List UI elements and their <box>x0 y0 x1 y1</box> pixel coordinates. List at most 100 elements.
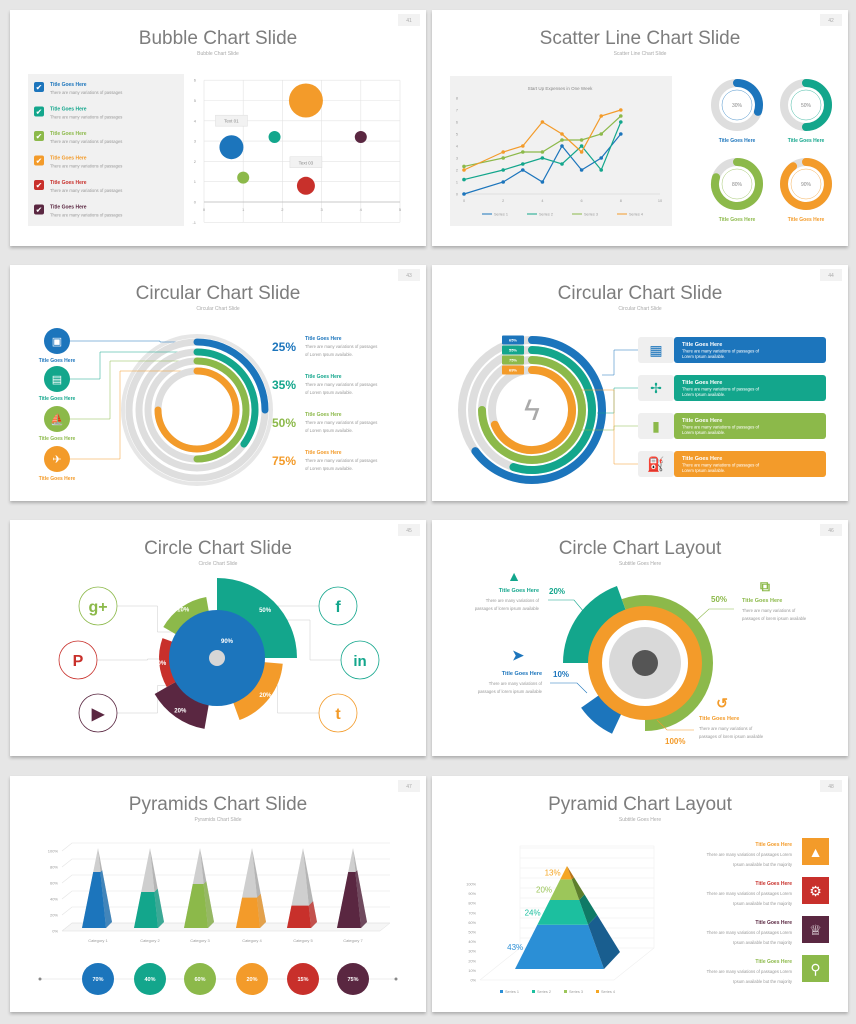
checkbox-icon <box>34 82 44 92</box>
y-tick-label: 50% <box>468 931 476 935</box>
pyramid-bar-side <box>256 893 266 928</box>
check-icon: ✔ <box>36 132 43 141</box>
y-tick-label: 60% <box>468 921 476 925</box>
y-tick-label: 80% <box>468 902 476 906</box>
percent-tag <box>502 335 524 345</box>
legend-swatch <box>564 990 567 993</box>
pyramid-layer-side <box>567 866 574 880</box>
percent-value: 65% <box>509 338 517 343</box>
category-label: Category 4 <box>242 938 262 943</box>
progress-ring <box>193 348 259 448</box>
percent-value: 75% <box>272 454 296 468</box>
legend-panel <box>28 74 184 226</box>
y-tick-label: 20% <box>50 913 58 918</box>
y-tick-label: 6 <box>194 78 197 83</box>
series-point <box>619 120 623 124</box>
series-line <box>463 109 621 171</box>
x-tick-label: 1 <box>242 207 245 212</box>
connector-line <box>70 370 197 460</box>
item-text: There are many variations of passages Lo… <box>707 969 793 974</box>
item-title: Title Goes Here <box>699 716 739 722</box>
segment-value: 20% <box>174 708 187 714</box>
connector-line <box>582 389 638 465</box>
category-label: Category 7 <box>343 938 363 943</box>
info-panel <box>674 375 826 401</box>
slide-pyramid-chart-layout[interactable]: Pyramid Chart Layout Subtitle Goes Here 48… <box>432 776 848 1012</box>
donut-arc <box>733 79 763 116</box>
pyramid-layer-side <box>571 877 585 900</box>
chart-panel <box>450 76 672 226</box>
grid-line <box>61 842 390 852</box>
series-point <box>501 168 505 172</box>
percent-value: 35% <box>272 378 296 392</box>
legend-label: Series 1 <box>505 990 519 994</box>
x-tick-label: 3 <box>320 207 323 212</box>
percent-value: 10% <box>553 670 569 679</box>
slide-title: Circular Chart Slide <box>558 283 723 304</box>
slide-bubble-chart[interactable]: Bubble Chart Slide Bubble Chart Slide 41 ✔ T… <box>10 10 426 246</box>
airplane-icon: ✈ <box>52 454 61 466</box>
series-point <box>521 144 525 148</box>
progress-ring <box>490 366 576 454</box>
connector-line <box>98 605 177 633</box>
x-tick-label: 4 <box>541 199 543 203</box>
checkbox-icon <box>34 180 44 190</box>
slide-subtitle: Circular Chart Slide <box>618 306 662 312</box>
item-text: Ipsum available but the majority <box>733 979 793 984</box>
item-text: There are many variations of passages <box>50 213 122 218</box>
series-point <box>599 114 603 118</box>
bubble-label: Text 01 <box>224 119 239 124</box>
series-point <box>540 150 545 154</box>
item-text: Ipsum available but the majority <box>733 940 793 945</box>
slide-subtitle: Subtitle Goes Here <box>619 561 661 567</box>
slide-circle-chart-layout[interactable]: Circle Chart Layout Subtitle Goes Here 46 ▲… <box>432 520 848 756</box>
series-point <box>521 168 525 172</box>
series-point <box>560 162 564 166</box>
series-point <box>579 150 584 154</box>
slide-circle-chart[interactable]: Circle Chart Slide Circle Chart Slide 45 90… <box>10 520 426 756</box>
value-badge <box>134 963 166 995</box>
bubble-point <box>288 83 323 118</box>
item-text: There are many variations of passages <box>305 382 377 387</box>
pyramid-bar <box>236 897 260 928</box>
series-point <box>521 150 525 154</box>
icon-label: Title Goes Here <box>39 358 76 364</box>
youtube-button <box>78 693 118 733</box>
x-tick-label: 8 <box>620 199 622 203</box>
bus-badge <box>44 328 70 354</box>
legend-swatch <box>532 990 535 993</box>
item-text: Ipsum available but the majority <box>733 862 793 867</box>
icon-box <box>638 451 674 477</box>
percent-tag <box>502 355 524 365</box>
y-tick-label: 100% <box>466 883 476 887</box>
y-tick-label: 6 <box>456 121 458 125</box>
y-tick-label: 1 <box>456 181 458 185</box>
bubble-point <box>219 135 244 160</box>
y-tick-label: 0% <box>471 979 477 983</box>
slide-circular-chart-1[interactable]: Circular Chart Slide Circular Chart Slide… <box>10 265 426 501</box>
series-line <box>463 121 622 181</box>
percent-value: 50% <box>272 416 296 430</box>
checkbox-icon <box>34 106 44 117</box>
item-text: Lorem Ipsum available. <box>682 430 725 435</box>
donut-inner-ring <box>721 89 753 121</box>
grid-line <box>61 874 390 884</box>
item-title: Title Goes Here <box>742 598 782 604</box>
item-text: There are many variations of passages Lo… <box>707 930 793 935</box>
slide-subtitle: Scatter Line Chart Slide <box>614 51 667 57</box>
grid-line <box>61 858 390 868</box>
series-point <box>462 168 466 172</box>
slide-scatter-line-chart[interactable]: Scatter Line Chart Slide Scatter Line Cha… <box>432 10 848 246</box>
slide-pyramids-chart[interactable]: Pyramids Chart Slide Pyramids Chart Slide… <box>10 776 426 1012</box>
grid-line <box>61 922 390 932</box>
legend-label: Series 3 <box>569 990 583 994</box>
donut-value: 80% <box>732 182 743 188</box>
slide-circular-chart-2[interactable]: Circular Chart Slide Circular Chart Slide… <box>432 265 848 501</box>
y-tick-label: 40% <box>468 940 476 944</box>
linkedin-icon: in <box>353 653 366 670</box>
bubble-callout <box>289 156 323 169</box>
slide-number: 43 <box>406 273 412 279</box>
item-text: of Lorem Ipsum available. <box>305 390 353 395</box>
percent-value: 75% <box>509 358 517 363</box>
slide-number: 45 <box>406 528 412 534</box>
